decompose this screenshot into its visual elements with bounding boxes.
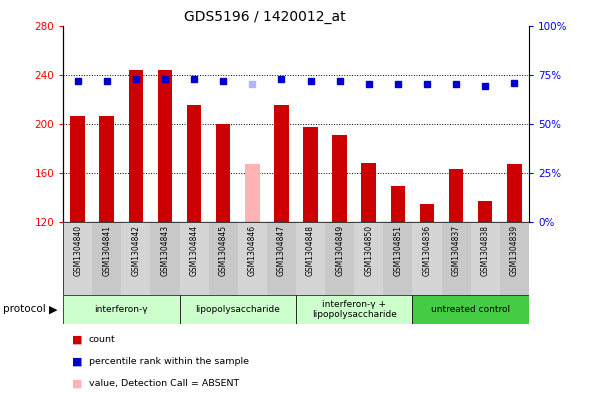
Text: GSM1304847: GSM1304847: [277, 225, 286, 276]
Bar: [121, 222, 150, 295]
Bar: [187, 105, 201, 222]
Text: GSM1304848: GSM1304848: [306, 225, 315, 276]
Text: GSM1304850: GSM1304850: [364, 225, 373, 276]
Bar: [449, 169, 463, 222]
Bar: [419, 204, 435, 222]
Text: GSM1304839: GSM1304839: [510, 225, 519, 276]
Bar: [180, 295, 296, 324]
Text: GSM1304837: GSM1304837: [451, 225, 460, 276]
Bar: [157, 70, 172, 222]
Text: GSM1304844: GSM1304844: [189, 225, 198, 276]
Bar: [361, 163, 376, 222]
Bar: [180, 222, 209, 295]
Bar: [92, 222, 121, 295]
Text: GSM1304849: GSM1304849: [335, 225, 344, 276]
Text: percentile rank within the sample: percentile rank within the sample: [89, 357, 249, 366]
Bar: [383, 222, 412, 295]
Bar: [100, 116, 114, 222]
Text: count: count: [89, 336, 116, 344]
Text: lipopolysaccharide: lipopolysaccharide: [195, 305, 280, 314]
Text: protocol: protocol: [3, 305, 46, 314]
Bar: [354, 222, 383, 295]
Bar: [150, 222, 180, 295]
Bar: [216, 124, 231, 222]
Bar: [304, 127, 318, 222]
Text: GSM1304843: GSM1304843: [160, 225, 169, 276]
Bar: [267, 222, 296, 295]
Bar: [296, 295, 412, 324]
Text: GSM1304851: GSM1304851: [394, 225, 403, 276]
Bar: [507, 164, 522, 222]
Text: untreated control: untreated control: [431, 305, 510, 314]
Bar: [478, 201, 492, 222]
Text: GSM1304841: GSM1304841: [102, 225, 111, 276]
Bar: [245, 164, 260, 222]
Text: GSM1304836: GSM1304836: [423, 225, 432, 276]
Text: GSM1304842: GSM1304842: [132, 225, 141, 276]
Bar: [129, 70, 143, 222]
Text: interferon-γ +
lipopolysaccharide: interferon-γ + lipopolysaccharide: [312, 300, 397, 319]
Text: GDS5196 / 1420012_at: GDS5196 / 1420012_at: [184, 10, 345, 24]
Text: ■: ■: [72, 335, 82, 345]
Bar: [209, 222, 238, 295]
Bar: [471, 222, 500, 295]
Text: ▶: ▶: [49, 305, 57, 314]
Bar: [412, 295, 529, 324]
Text: ■: ■: [72, 378, 82, 388]
Bar: [296, 222, 325, 295]
Text: GSM1304840: GSM1304840: [73, 225, 82, 276]
Bar: [325, 222, 354, 295]
Bar: [274, 105, 288, 222]
Text: interferon-γ: interferon-γ: [94, 305, 148, 314]
Text: value, Detection Call = ABSENT: value, Detection Call = ABSENT: [89, 379, 239, 387]
Text: GSM1304846: GSM1304846: [248, 225, 257, 276]
Text: ■: ■: [72, 356, 82, 367]
Bar: [391, 186, 405, 222]
Bar: [412, 222, 442, 295]
Bar: [442, 222, 471, 295]
Bar: [63, 295, 180, 324]
Bar: [238, 222, 267, 295]
Bar: [500, 222, 529, 295]
Text: GSM1304838: GSM1304838: [481, 225, 490, 276]
Bar: [70, 116, 85, 222]
Text: GSM1304845: GSM1304845: [219, 225, 228, 276]
Bar: [63, 222, 92, 295]
Bar: [332, 135, 347, 222]
